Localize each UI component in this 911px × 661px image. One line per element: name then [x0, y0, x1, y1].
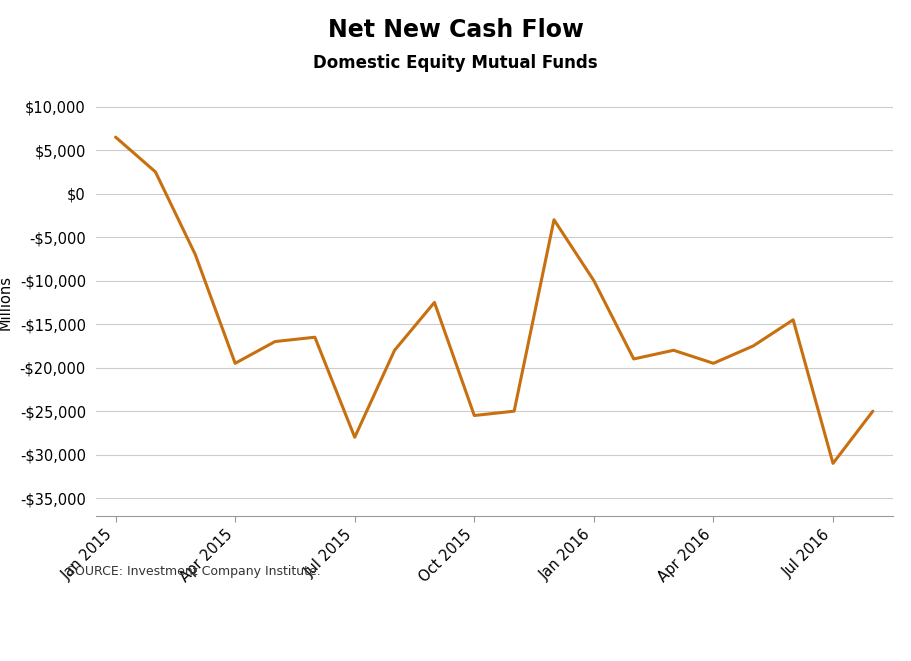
Text: St. Louis: St. Louis	[234, 627, 312, 644]
Text: of: of	[219, 627, 234, 644]
Text: Net New Cash Flow: Net New Cash Flow	[328, 18, 583, 42]
Text: SOURCE: Investment Company Institute.: SOURCE: Investment Company Institute.	[67, 565, 321, 578]
Text: Domestic Equity Mutual Funds: Domestic Equity Mutual Funds	[313, 54, 598, 72]
Text: Federal Reserve Bank: Federal Reserve Bank	[35, 627, 219, 644]
Y-axis label: Millions: Millions	[0, 275, 13, 330]
